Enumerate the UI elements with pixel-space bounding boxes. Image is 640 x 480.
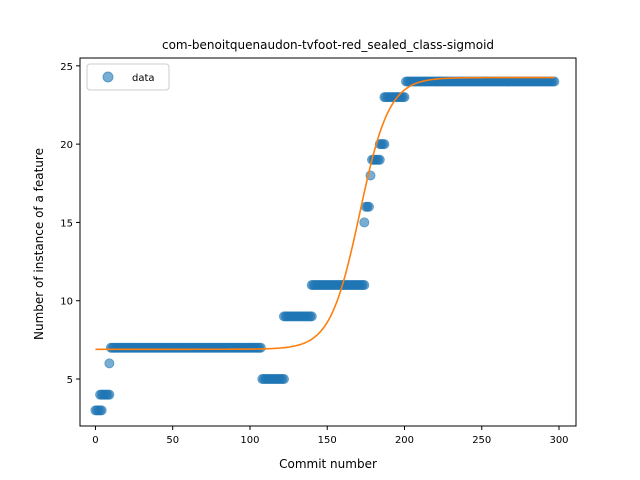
data-point [255, 342, 266, 353]
chart-title: com-benoitquenaudon-tvfoot-red_sealed_cl… [162, 38, 494, 52]
legend-label-data: data [132, 73, 155, 84]
x-tick-label: 250 [472, 435, 491, 446]
x-tick-label: 200 [395, 435, 414, 446]
legend-box [86, 63, 170, 91]
data-point [104, 389, 115, 400]
data-point [379, 139, 390, 150]
x-tick-label: 300 [549, 435, 568, 446]
data-point [359, 217, 370, 228]
data-point [363, 201, 374, 212]
x-axis-label: Commit number [279, 457, 377, 471]
axes-frame [79, 57, 577, 427]
y-tick-label: 5 [67, 375, 73, 386]
data-point [359, 280, 370, 291]
axes-spines [79, 57, 577, 427]
data-point [278, 374, 289, 385]
legend-marker [102, 71, 114, 83]
data-point [374, 154, 385, 165]
legend: data [86, 63, 170, 91]
y-tick-label: 20 [60, 140, 73, 151]
x-axis: 0 50 100 150 200 250 300 [92, 426, 569, 446]
data-point [399, 92, 410, 103]
x-tick-label: 0 [92, 435, 98, 446]
y-axis-label: Number of instance of a feature [32, 148, 46, 340]
y-tick-label: 10 [60, 297, 73, 308]
plot-area [90, 76, 560, 416]
x-tick-label: 100 [240, 435, 259, 446]
y-axis: 5 10 15 20 25 [60, 62, 80, 386]
data-point [549, 76, 560, 87]
data-point [306, 311, 317, 322]
fit-line [95, 76, 555, 351]
data-point [96, 405, 107, 416]
y-tick-label: 15 [60, 218, 73, 229]
x-tick-label: 150 [318, 435, 337, 446]
y-tick-label: 25 [60, 62, 73, 73]
data-point [104, 358, 115, 369]
x-tick-label: 50 [166, 435, 179, 446]
